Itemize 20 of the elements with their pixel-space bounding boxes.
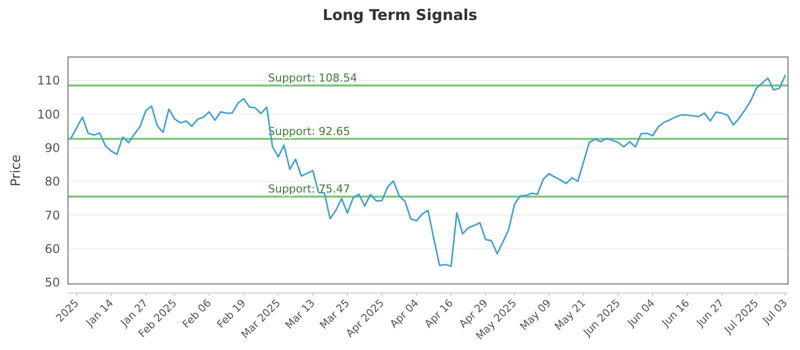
x-tick-label: Apr 04	[388, 297, 422, 330]
y-tick-label: 50	[44, 276, 60, 290]
x-tick-label: Feb 06	[180, 297, 214, 331]
x-tick-label: Apr 16	[422, 297, 456, 330]
y-tick-label: 90	[44, 141, 60, 155]
ref-line-label: Support: 108.54	[268, 71, 358, 84]
y-tick-label: 110	[37, 74, 60, 88]
y-tick-label: 60	[44, 242, 60, 256]
y-axis-title: Price	[9, 154, 24, 186]
y-tick-label: 100	[37, 107, 60, 122]
line-series	[70, 74, 786, 267]
ref-line-label: Support: 75.47	[268, 182, 350, 196]
x-tick-label: Jul 03	[760, 297, 790, 328]
x-tick-label: Jan 14	[83, 297, 116, 330]
x-tick-label: Jun 04	[624, 297, 658, 330]
y-tick-label: 70	[44, 208, 60, 222]
x-tick-label: Jun 16	[659, 297, 692, 330]
x-tick-label: Mar 13	[283, 297, 318, 332]
chart-title: Long Term Signals	[322, 6, 478, 24]
y-tick-label: 80	[44, 174, 60, 189]
